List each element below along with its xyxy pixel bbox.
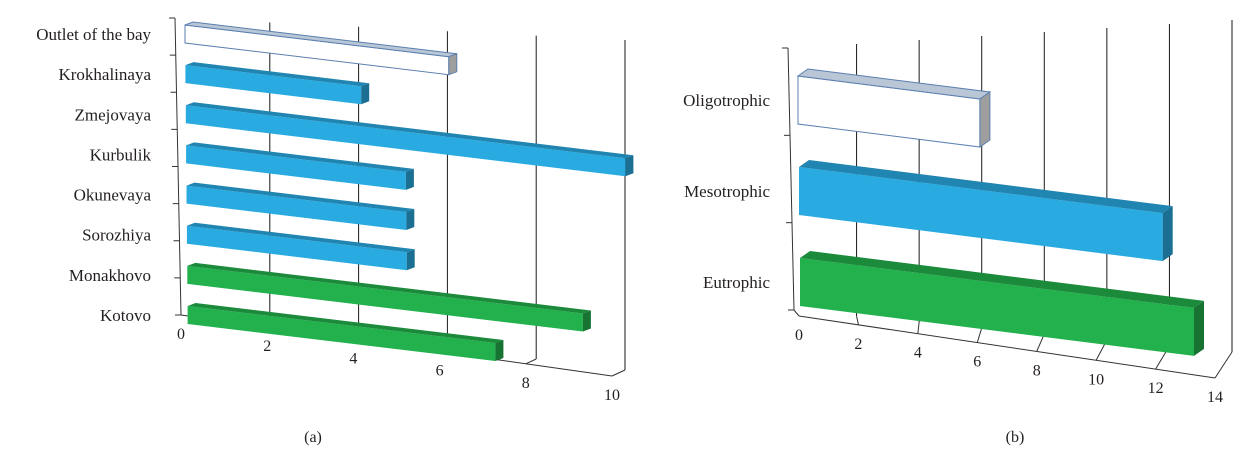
chart-b: 0 2 4 6 8 10 12 14 Oligotrophic Mesotrophic Eutrop… (683, 20, 1233, 406)
bar-front-face (186, 145, 406, 190)
bar-front-face (799, 167, 1163, 262)
bar-top-face (186, 142, 414, 172)
category-label: Oligotrophic (683, 91, 770, 110)
bar-end-face (625, 155, 634, 177)
chart-a: 0 2 4 6 8 10 Outlet of the bay Krokhalinaya Zmej… (36, 17, 634, 404)
x-tick-label: 6 (436, 363, 444, 380)
x-tick-label: 2 (854, 336, 862, 353)
bar-top-face (800, 251, 1204, 308)
bar (185, 102, 634, 177)
bar-front-face (187, 306, 496, 361)
bar-end-face (405, 168, 414, 190)
bar-end-face (1162, 206, 1173, 262)
category-label: Krokhalinaya (58, 65, 151, 84)
category-label: Eutrophic (703, 273, 770, 292)
bar (796, 68, 992, 148)
category-label: Zmejovaya (75, 105, 152, 124)
category-label: Monakhovo (69, 266, 151, 285)
x-tick-label: 8 (1033, 362, 1041, 379)
floor-tick-line (917, 321, 920, 334)
x-tick-label: 10 (604, 387, 620, 404)
bar-end-face (1194, 300, 1204, 356)
bar-end-face (582, 310, 591, 332)
bar-end-face (406, 249, 415, 271)
bar-front-face (186, 225, 407, 271)
bar-front-face (187, 265, 583, 332)
bar-end-face (495, 340, 504, 361)
panel-label-b: (b) (1006, 429, 1025, 446)
category-label: Okunevaya (74, 186, 152, 205)
category-label: Mesotrophic (684, 182, 770, 201)
bar-front-face (185, 105, 626, 177)
floor-tick-line (525, 358, 537, 365)
bar-top-face (186, 222, 415, 253)
bar (186, 222, 415, 271)
bar-front-face (800, 258, 1194, 356)
floor-tick-line (976, 327, 983, 343)
x-tick-label: 6 (973, 354, 981, 371)
bar-top-face (187, 303, 504, 343)
x-tick-label: 0 (795, 327, 803, 344)
bar-top-face (799, 160, 1173, 214)
bar (800, 251, 1204, 356)
bar (187, 303, 504, 361)
x-tick-label: 14 (1207, 389, 1223, 406)
bar-end-face (406, 209, 415, 230)
bar-end-face (361, 83, 370, 105)
bar (185, 62, 370, 105)
floor-tick-line (1036, 333, 1045, 352)
floor-tick-line (611, 369, 626, 377)
floor-tick-line (1214, 351, 1233, 379)
x-tick-label: 4 (349, 350, 357, 367)
bar-end-face (979, 91, 991, 148)
bar (187, 262, 591, 332)
category-label: Kotovo (100, 306, 151, 325)
x-axis-line (798, 315, 1216, 379)
category-label: Sorozhiya (82, 226, 151, 245)
bar-end-face (448, 52, 458, 76)
category-label: Kurbulik (90, 145, 152, 164)
floor-tick-line (793, 309, 800, 317)
bar-front-face (185, 65, 362, 105)
x-tick-label: 2 (263, 338, 271, 355)
bar (799, 160, 1173, 262)
bar (186, 182, 415, 230)
x-tick-label: 12 (1148, 380, 1164, 397)
floor-tick-line (856, 315, 859, 325)
bar-top-face (186, 182, 415, 212)
bar-top-face (185, 102, 634, 159)
category-label: Outlet of the bay (36, 25, 151, 44)
x-tick-label: 10 (1088, 371, 1104, 388)
bar (184, 21, 458, 76)
x-tick-label: 4 (914, 345, 922, 362)
bar-front-face (186, 185, 407, 230)
y-axis-line (787, 47, 795, 311)
panel-label-a: (a) (304, 429, 322, 446)
bar (186, 142, 414, 190)
bar-top-face (187, 262, 591, 314)
x-tick-label: 8 (522, 375, 530, 392)
bar-top-face (185, 62, 370, 87)
x-tick-label: 0 (177, 326, 185, 343)
